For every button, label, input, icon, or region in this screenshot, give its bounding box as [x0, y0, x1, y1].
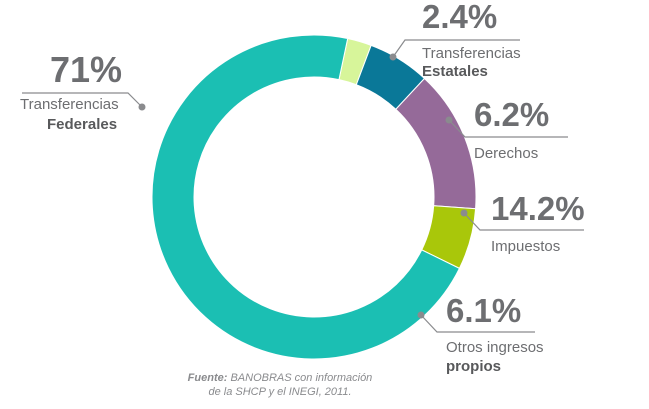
pct-label-derechos: 6.2%	[474, 96, 549, 133]
leader-line-otros	[420, 314, 535, 333]
pct-label-federales: 71%	[50, 49, 122, 90]
source-note: Fuente: BANOBRAS con información de la S…	[150, 371, 410, 399]
leader-line-estatales	[392, 39, 520, 58]
source-text-1: BANOBRAS con información	[230, 372, 373, 384]
label-estatales-line2: Estatales	[422, 63, 488, 80]
leader-line-derechos	[448, 119, 568, 138]
leader-line-federales	[22, 92, 143, 108]
label-otros-line1: Otros ingresos	[446, 339, 544, 356]
source-prefix: Fuente:	[187, 372, 228, 384]
leader-dot-otros	[417, 311, 425, 319]
slice-impuestos	[395, 77, 477, 210]
source-line-2: de la SHCP y el INEGI, 2011.	[208, 386, 352, 398]
label-estatales-line1: Transferencias	[422, 45, 521, 62]
label-derechos: Derechos	[474, 145, 538, 162]
label-group-estatales: 2.4% Transferencias Estatales	[389, 0, 521, 80]
leader-dot-impuestos	[460, 209, 468, 217]
leader-dot-federales	[138, 103, 146, 111]
pct-label-otros: 6.1%	[446, 292, 521, 329]
label-federales-line1: Transferencias	[20, 96, 119, 113]
slice-federales	[151, 34, 461, 360]
label-otros-line2: propios	[446, 358, 501, 375]
leader-line-impuestos	[463, 212, 584, 231]
label-group-otros: 6.1% Otros ingresos propios	[417, 292, 544, 375]
label-group-impuestos: 14.2% Impuestos	[460, 190, 585, 255]
donut-slices	[151, 34, 477, 360]
leader-dot-estatales	[389, 53, 397, 61]
pct-label-impuestos: 14.2%	[491, 190, 585, 227]
label-group-derechos: 6.2% Derechos	[445, 96, 568, 162]
label-impuestos: Impuestos	[491, 238, 560, 255]
pct-label-estatales: 2.4%	[422, 0, 497, 35]
label-group-federales: 71% Transferencias Federales	[20, 49, 146, 133]
leader-dot-derechos	[445, 116, 453, 124]
source-line-1: Fuente: BANOBRAS con información	[150, 371, 410, 385]
label-federales-line2: Federales	[47, 116, 117, 133]
